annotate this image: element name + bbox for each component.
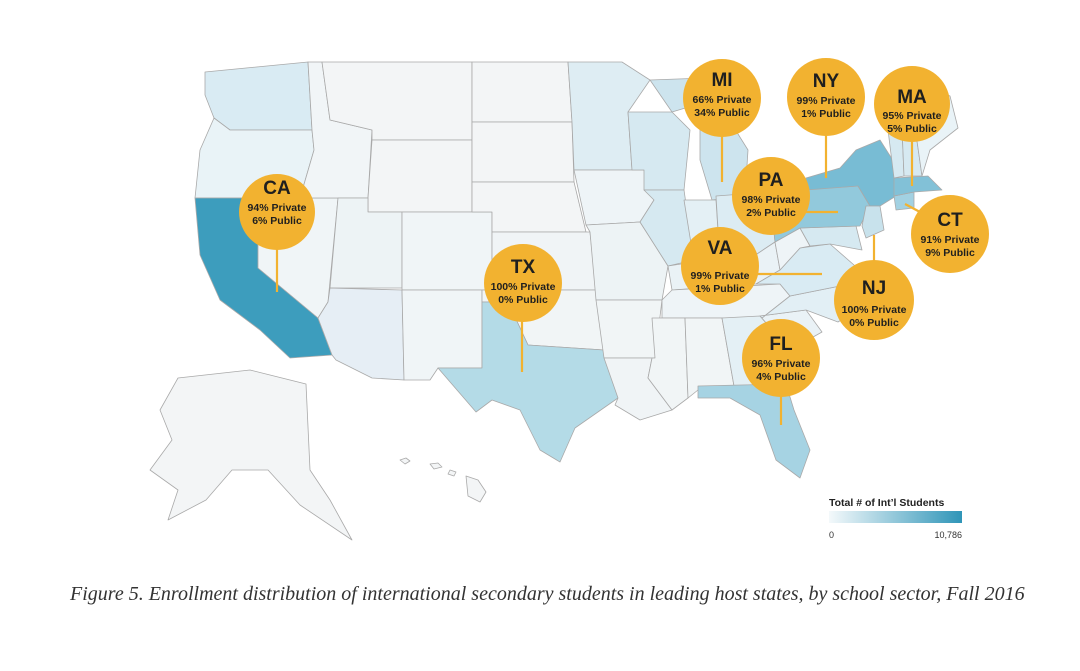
legend-max-label: 10,786	[934, 530, 962, 540]
state-wy	[367, 139, 473, 213]
bubble-mi: MI 66% Private 34% Public	[683, 59, 761, 137]
state-ar	[595, 299, 663, 359]
bubble-nj-public: 0% Public	[849, 317, 899, 329]
bubble-ma-public: 5% Public	[887, 123, 937, 135]
us-choropleth-map: CA 94% Private 6% Public TX 100% Private…	[149, 58, 989, 541]
bubble-mi-private: 66% Private	[693, 94, 752, 106]
state-ma	[893, 175, 943, 197]
state-tx	[437, 301, 619, 463]
bubble-nj-private: 100% Private	[842, 304, 907, 316]
bubble-tx-public: 0% Public	[498, 294, 548, 306]
bubble-ca-private: 94% Private	[248, 202, 307, 214]
bubble-ma: MA 95% Private 5% Public	[874, 66, 950, 142]
bubble-ny-abbr: NY	[813, 71, 840, 92]
bubble-pa-public: 2% Public	[746, 207, 796, 219]
state-co	[401, 211, 493, 291]
bubble-ca-public: 6% Public	[252, 215, 302, 227]
bubble-tx-abbr: TX	[511, 257, 536, 278]
bubble-fl-private: 96% Private	[752, 358, 811, 370]
bubble-fl: FL 96% Private 4% Public	[742, 319, 820, 397]
legend-title: Total # of Int’l Students	[829, 497, 944, 509]
bubble-pa-abbr: PA	[759, 170, 784, 191]
bubble-ca-abbr: CA	[263, 178, 291, 199]
bubble-pa: PA 98% Private 2% Public	[732, 157, 810, 235]
bubble-tx-private: 100% Private	[491, 281, 556, 293]
bubble-nj: NJ 100% Private 0% Public	[834, 260, 914, 340]
bubble-tx: TX 100% Private 0% Public	[484, 244, 562, 322]
bubble-va-abbr: VA	[708, 238, 733, 259]
bubble-ma-abbr: MA	[897, 87, 927, 108]
legend: Total # of Int’l Students 0 10,786	[829, 497, 962, 540]
figure-caption: Figure 5. Enrollment distribution of int…	[70, 583, 1025, 605]
bubble-va: VA 99% Private 1% Public	[681, 227, 759, 305]
bubble-ny-private: 99% Private	[797, 95, 856, 107]
state-hi	[399, 457, 487, 503]
bubble-ma-private: 95% Private	[883, 110, 942, 122]
bubble-fl-abbr: FL	[769, 334, 793, 355]
state-ia	[573, 169, 655, 226]
state-az	[317, 287, 405, 381]
legend-min-label: 0	[829, 530, 834, 540]
bubble-ca: CA 94% Private 6% Public	[239, 174, 315, 250]
state-nj	[861, 205, 885, 239]
bubble-mi-abbr: MI	[711, 70, 732, 91]
bubble-ct-private: 91% Private	[921, 234, 980, 246]
bubble-ny: NY 99% Private 1% Public	[787, 58, 865, 136]
state-sd	[471, 121, 575, 183]
state-nd	[471, 61, 573, 123]
legend-gradient-bar	[829, 511, 962, 523]
state-fl	[697, 383, 811, 479]
bubble-ct: CT 91% Private 9% Public	[911, 195, 989, 273]
state-nm	[401, 289, 483, 381]
bubble-va-private: 99% Private	[691, 270, 750, 282]
bubble-va-public: 1% Public	[695, 283, 745, 295]
bubble-fl-public: 4% Public	[756, 371, 806, 383]
bubble-nj-abbr: NJ	[862, 278, 886, 299]
bubble-pa-private: 98% Private	[742, 194, 801, 206]
state-ak	[149, 369, 353, 541]
bubble-mi-public: 34% Public	[694, 107, 750, 119]
bubble-ct-abbr: CT	[937, 210, 963, 231]
bubble-ny-public: 1% Public	[801, 108, 851, 120]
state-wa	[204, 61, 313, 131]
bubble-ct-public: 9% Public	[925, 247, 975, 259]
